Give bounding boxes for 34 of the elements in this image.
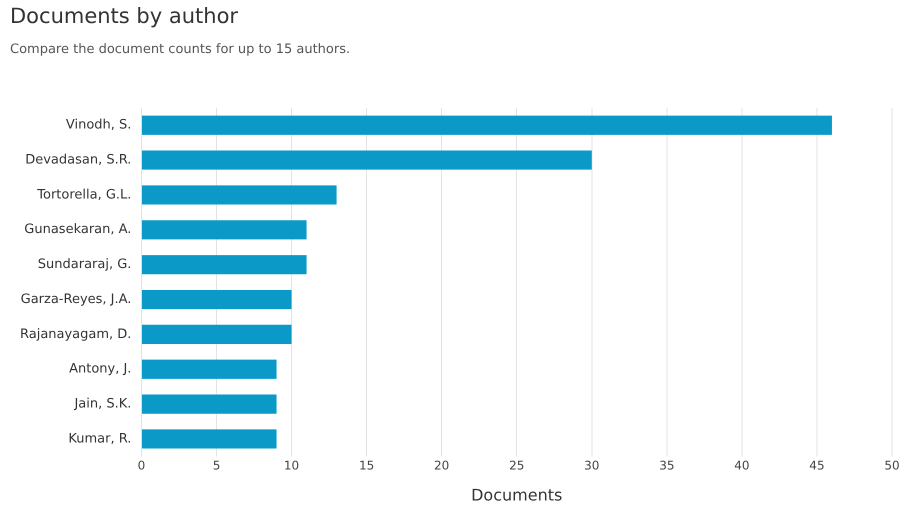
x-tick-label: 20	[434, 458, 450, 473]
bar	[142, 116, 832, 135]
chart-subtitle: Compare the document counts for up to 15 authors.	[10, 42, 350, 57]
y-tick-label: Antony, J.	[69, 362, 132, 377]
bar	[142, 185, 337, 205]
bar	[142, 429, 277, 449]
x-tick-label: 5	[212, 458, 220, 473]
x-tick-label: 40	[734, 458, 750, 473]
x-axis-title: Documents	[471, 486, 562, 505]
y-tick-label: Jain, S.K.	[73, 396, 132, 412]
y-tick-label: Vinodh, S.	[66, 118, 132, 133]
y-tick-label: Sundararaj, G.	[38, 257, 132, 272]
bar	[142, 255, 307, 274]
x-tick-label: 50	[884, 458, 900, 473]
x-tick-label: 0	[138, 458, 146, 473]
x-tick-label: 10	[284, 458, 300, 473]
x-tick-label: 15	[358, 458, 374, 473]
bar	[142, 360, 277, 379]
bar	[142, 394, 277, 414]
bar	[142, 150, 592, 170]
x-tick-label: 35	[659, 458, 674, 473]
y-tick-label: Kumar, R.	[68, 431, 132, 446]
x-tick-label: 45	[809, 458, 825, 473]
x-tick-label: 25	[509, 458, 524, 473]
bar	[142, 220, 307, 240]
y-tick-label: Tortorella, G.L.	[36, 187, 132, 202]
x-tick-label: 30	[584, 458, 600, 473]
y-tick-label: Devadasan, S.R.	[25, 152, 132, 168]
bar	[142, 324, 292, 344]
y-tick-label: Rajanayagam, D.	[20, 326, 132, 342]
y-tick-label: Garza-Reyes, J.A.	[20, 292, 132, 307]
chart-title: Documents by author	[10, 4, 238, 28]
bar	[142, 290, 292, 310]
y-tick-label: Gunasekaran, A.	[24, 222, 132, 238]
